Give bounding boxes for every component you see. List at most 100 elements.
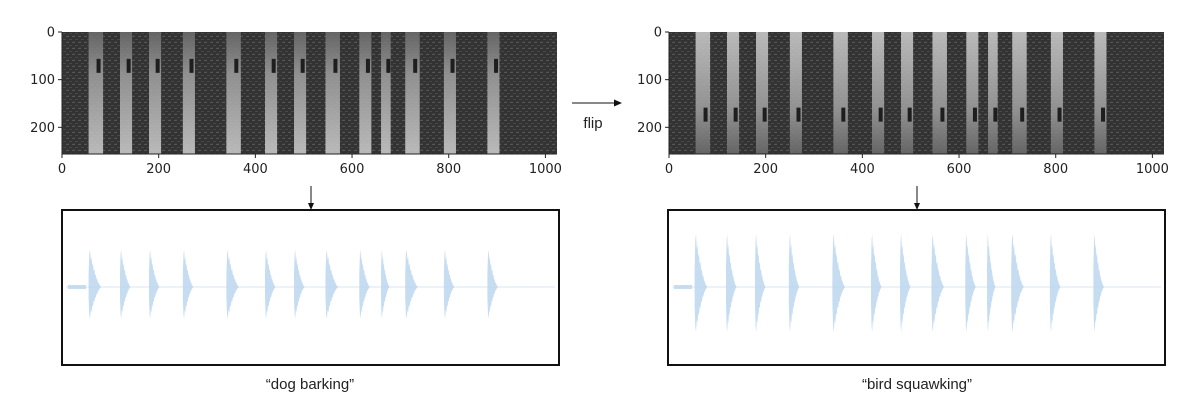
right-waveform-burst <box>871 234 882 333</box>
right-waveform-blip <box>674 285 692 289</box>
right-spectrogram: 0 200 400 600 800 1000 0 100 200 <box>637 26 1169 178</box>
left-burst-notch <box>155 58 160 73</box>
right-burst <box>727 32 740 154</box>
right-waveform-burst <box>965 234 977 333</box>
left-burst <box>294 32 307 154</box>
left-burst <box>325 32 340 154</box>
left-waveform-burst <box>294 249 305 319</box>
right-waveform-burst <box>900 234 911 333</box>
right-burst-notch <box>878 107 883 122</box>
right-down-arrow <box>914 186 920 210</box>
right-waveform <box>674 234 1105 333</box>
left-x-tick-label: 1000 <box>529 162 562 177</box>
left-x-tick-label: 400 <box>243 162 268 177</box>
right-burst <box>872 32 885 154</box>
left-waveform-burst <box>405 249 419 319</box>
right-x-tick-label: 400 <box>850 162 875 177</box>
right-y-tick-label: 100 <box>637 73 662 88</box>
left-waveform-burst <box>443 249 455 319</box>
right-burst-notch <box>841 107 846 122</box>
left-burst-notch <box>126 58 131 73</box>
right-burst <box>833 32 848 154</box>
left-waveform <box>68 249 499 319</box>
right-waveform-burst <box>832 234 846 333</box>
left-burst <box>405 32 420 154</box>
left-burst <box>120 32 133 154</box>
left-burst <box>149 32 162 154</box>
left-burst <box>265 32 278 154</box>
left-burst <box>487 32 500 154</box>
right-waveform-burst <box>1049 234 1061 333</box>
left-burst <box>381 32 391 154</box>
left-burst <box>226 32 241 154</box>
left-spectrogram-bursts <box>88 32 500 154</box>
right-waveform-panel <box>667 209 1166 366</box>
right-waveform-burst <box>1011 234 1025 333</box>
right-spectrogram-bursts <box>695 32 1107 154</box>
left-waveform-burst <box>265 249 276 319</box>
left-waveform-burst <box>88 249 102 319</box>
right-burst-notch <box>907 107 912 122</box>
left-y-ticks: 0 100 200 <box>30 26 62 136</box>
right-waveform-burst <box>931 234 945 333</box>
left-caption: “dog barking” <box>265 376 355 393</box>
right-waveform-burst <box>694 234 708 333</box>
left-x-tick-label: 0 <box>58 162 66 177</box>
right-burst-notch <box>972 107 977 122</box>
right-burst-notch <box>703 107 708 122</box>
right-burst-notch <box>762 107 767 122</box>
left-waveform-blip <box>68 285 86 289</box>
right-burst <box>932 32 947 154</box>
right-x-tick-label: 800 <box>1043 162 1068 177</box>
right-waveform-burst <box>788 234 800 333</box>
left-down-arrow <box>308 186 314 210</box>
right-burst <box>695 32 711 154</box>
left-burst-notch <box>96 58 101 73</box>
right-waveform-burst <box>987 234 996 333</box>
right-x-tick-label: 1000 <box>1136 162 1169 177</box>
right-burst <box>756 32 769 154</box>
flip-arrow-head <box>614 99 622 107</box>
left-burst-notch <box>386 58 391 73</box>
right-y-tick-label: 200 <box>637 121 662 136</box>
right-burst <box>1094 32 1107 154</box>
right-burst-notch <box>1020 107 1025 122</box>
right-burst-notch <box>940 107 945 122</box>
left-waveform-burst <box>359 249 371 319</box>
right-burst <box>988 32 998 154</box>
right-caption: “bird squawking” <box>861 376 973 393</box>
left-burst-notch <box>365 58 370 73</box>
right-burst-notch <box>796 107 801 122</box>
right-burst <box>1050 32 1063 154</box>
left-waveform-burst <box>182 249 194 319</box>
right-burst-notch <box>1101 107 1106 122</box>
right-burst <box>966 32 979 154</box>
left-spectrogram: 0 200 400 600 800 1000 0 100 200 <box>30 26 562 178</box>
left-waveform-burst <box>226 249 240 319</box>
flip-label: flip <box>583 115 602 132</box>
right-x-ticks: 0 200 400 600 800 1000 <box>665 154 1169 177</box>
left-y-tick-label: 100 <box>30 73 55 88</box>
left-waveform-burst <box>325 249 339 319</box>
left-waveform-panel <box>61 209 560 366</box>
left-waveform-burst <box>120 249 131 319</box>
right-x-tick-label: 200 <box>753 162 778 177</box>
left-x-tick-label: 600 <box>340 162 365 177</box>
left-burst-notch <box>300 58 305 73</box>
right-spectrogram-background <box>669 32 1164 154</box>
flip-arrow: flip <box>572 99 622 132</box>
left-burst-notch <box>271 58 276 73</box>
left-y-tick-label: 200 <box>30 121 55 136</box>
left-burst-notch <box>189 58 194 73</box>
left-x-ticks: 0 200 400 600 800 1000 <box>58 154 562 177</box>
right-y-ticks: 0 100 200 <box>637 26 669 136</box>
left-waveform-burst <box>487 249 499 319</box>
right-waveform-burst <box>1093 234 1105 333</box>
right-burst <box>789 32 802 154</box>
right-burst-notch <box>993 107 998 122</box>
left-x-tick-label: 800 <box>436 162 461 177</box>
right-burst <box>901 32 914 154</box>
left-x-tick-label: 200 <box>146 162 171 177</box>
right-burst <box>1012 32 1027 154</box>
